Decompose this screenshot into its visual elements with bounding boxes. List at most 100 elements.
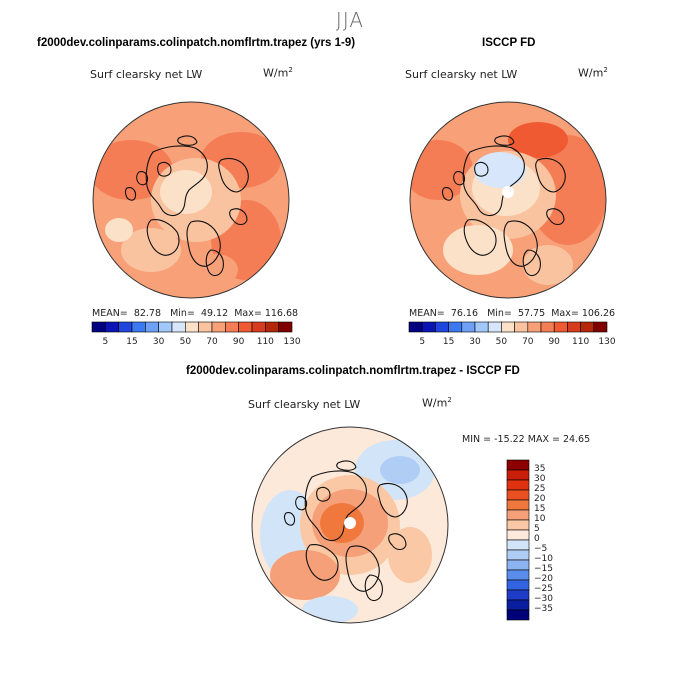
panel-1-coastline bbox=[156, 161, 172, 177]
panel-1-stats: MEAN= 82.78 Min= 49.12 Max= 116.68 bbox=[92, 308, 298, 319]
diff-colorbar-swatch bbox=[506, 539, 530, 551]
panel-2-coastline bbox=[453, 171, 466, 186]
panel-1-colorbar-swatch bbox=[278, 321, 293, 333]
panel-2-min: 57.75 bbox=[517, 308, 546, 319]
diff-panel-variable: Surf clearsky net LW bbox=[248, 398, 361, 411]
diff-panel-coastline bbox=[388, 533, 407, 551]
diff-colorbar-tick: −25 bbox=[534, 584, 553, 594]
diff-colorbar-swatch bbox=[506, 479, 530, 491]
panel-2-coastline bbox=[441, 187, 454, 201]
diff-panel-map bbox=[251, 426, 449, 624]
panel-2-max-label: Max= bbox=[551, 308, 579, 319]
panel-1-colorbar-tick: 70 bbox=[206, 337, 218, 347]
panel-1-colorbar-tick: 30 bbox=[152, 337, 165, 347]
panel-2-colorbar-tick: 110 bbox=[572, 337, 590, 347]
diff-panel-pole-hole bbox=[344, 517, 356, 529]
diff-panel-contour-region bbox=[388, 527, 432, 583]
panel-1-colorbar-swatch bbox=[225, 321, 239, 333]
diff-colorbar-tick: −5 bbox=[534, 544, 548, 554]
panel-2-map bbox=[409, 101, 607, 299]
diff-panel-coastline bbox=[336, 460, 357, 471]
panel-2-units: W/m2 bbox=[578, 66, 608, 80]
diff-colorbar-swatch bbox=[506, 559, 530, 571]
panel-1-map bbox=[92, 101, 290, 299]
panel-2-coastline bbox=[546, 208, 565, 226]
diff-colorbar-swatch bbox=[506, 549, 530, 561]
diff-panel-coastline bbox=[377, 482, 408, 518]
diff-colorbar-swatch bbox=[506, 529, 530, 541]
diff-colorbar-tick: −35 bbox=[534, 604, 553, 614]
panel-1-colorbar-swatch bbox=[158, 321, 173, 333]
diff-panel-coastline bbox=[305, 544, 339, 581]
panel-2-colorbar-swatch bbox=[567, 321, 581, 333]
panel-1-colorbar-tick: 15 bbox=[126, 337, 138, 347]
panel-2-colorbar-swatch bbox=[593, 321, 608, 333]
diff-panel-units: W/m2 bbox=[422, 396, 452, 410]
diff-colorbar-tick: 15 bbox=[534, 504, 546, 514]
panel-1-colorbar-swatch bbox=[105, 321, 119, 333]
figure-title: JJA bbox=[335, 8, 365, 32]
diff-panel-coastline bbox=[304, 470, 367, 542]
panel-2-colorbar-swatch bbox=[553, 321, 568, 333]
panel-2-colorbar-swatch bbox=[527, 321, 542, 333]
panel-1-units: W/m2 bbox=[263, 66, 293, 80]
panel-2-stats: MEAN= 76.16 Min= 57.75 Max= 106.26 bbox=[409, 308, 615, 319]
diff-panel-minmax: MIN = -15.22 MAX = 24.65 bbox=[462, 434, 591, 445]
panel-1-mean-label: MEAN= bbox=[92, 308, 128, 319]
diff-panel-coastline bbox=[295, 496, 308, 511]
panel-1-contour-region bbox=[160, 170, 212, 214]
panel-1-coastline bbox=[218, 157, 249, 193]
panel-1-colorbar-swatch bbox=[251, 321, 266, 333]
diff-panel-coastline bbox=[315, 486, 331, 502]
panel-1-colorbar-tick: 50 bbox=[179, 337, 192, 347]
panel-1-coastline bbox=[177, 135, 198, 146]
panel-1-coastline bbox=[146, 219, 180, 256]
panel-2-colorbar-tick: 30 bbox=[469, 337, 481, 347]
panel-2-colorbar bbox=[408, 321, 608, 333]
diff-colorbar-tick: 20 bbox=[534, 494, 546, 504]
diff-colorbar-tick: 10 bbox=[534, 514, 546, 524]
diff-panel-contour-region bbox=[270, 550, 340, 600]
panel-1-min-label: Min= bbox=[170, 308, 195, 319]
diff-colorbar-tick: 30 bbox=[534, 474, 546, 484]
panel-1-contour-region bbox=[93, 140, 173, 200]
panel-2-coastline bbox=[463, 219, 497, 256]
diff-panel-colorbar bbox=[506, 459, 530, 621]
panel-2-title: ISCCP FD bbox=[482, 37, 536, 49]
panel-2-mean-label: MEAN= bbox=[409, 308, 445, 319]
diff-panel-title: f2000dev.colinparams.colinpatch.nomflrtm… bbox=[186, 365, 520, 377]
panel-1-colorbar-swatch bbox=[198, 321, 213, 333]
panel-2-max: 106.26 bbox=[581, 308, 616, 319]
panel-1-coastline bbox=[229, 208, 248, 226]
panel-1-colorbar-tick: 5 bbox=[102, 337, 109, 347]
diff-panel-contour-region bbox=[302, 596, 358, 623]
panel-1-mean: 82.78 bbox=[133, 308, 162, 319]
diff-colorbar-swatch bbox=[506, 609, 530, 621]
diff-panel-coastline bbox=[283, 512, 296, 526]
panel-2-coastline bbox=[473, 161, 489, 177]
panel-1-max-label: Max= bbox=[234, 308, 262, 319]
panel-1-coastline bbox=[124, 187, 137, 201]
panel-1-colorbar-swatch bbox=[211, 321, 226, 333]
panel-1-map-border bbox=[92, 101, 290, 299]
panel-2-variable: Surf clearsky net LW bbox=[405, 68, 518, 81]
panel-2-coastline bbox=[535, 157, 566, 193]
diff-colorbar-tick: −30 bbox=[534, 594, 553, 604]
panel-2-colorbar-tick: 50 bbox=[495, 337, 508, 347]
panel-2-colorbar-swatch bbox=[487, 321, 502, 333]
panel-2-colorbar-swatch bbox=[461, 321, 476, 333]
panel-2-contour-region bbox=[508, 122, 568, 158]
panel-2-colorbar-swatch bbox=[408, 321, 423, 333]
panel-2-colorbar-tick: 15 bbox=[442, 337, 455, 347]
diff-colorbar-tick: 0 bbox=[534, 534, 540, 544]
diff-colorbar-tick: −20 bbox=[534, 574, 553, 584]
panel-1-colorbar-swatch bbox=[145, 321, 159, 333]
diff-colorbar-swatch bbox=[506, 489, 530, 501]
diff-panel-map-border bbox=[251, 426, 449, 624]
panel-2-colorbar-swatch bbox=[501, 321, 515, 333]
panel-2-mean: 76.16 bbox=[450, 308, 479, 319]
panel-2-coastline bbox=[494, 135, 515, 146]
diff-colorbar-tick: −15 bbox=[534, 564, 553, 574]
diff-colorbar-swatch bbox=[506, 469, 530, 481]
